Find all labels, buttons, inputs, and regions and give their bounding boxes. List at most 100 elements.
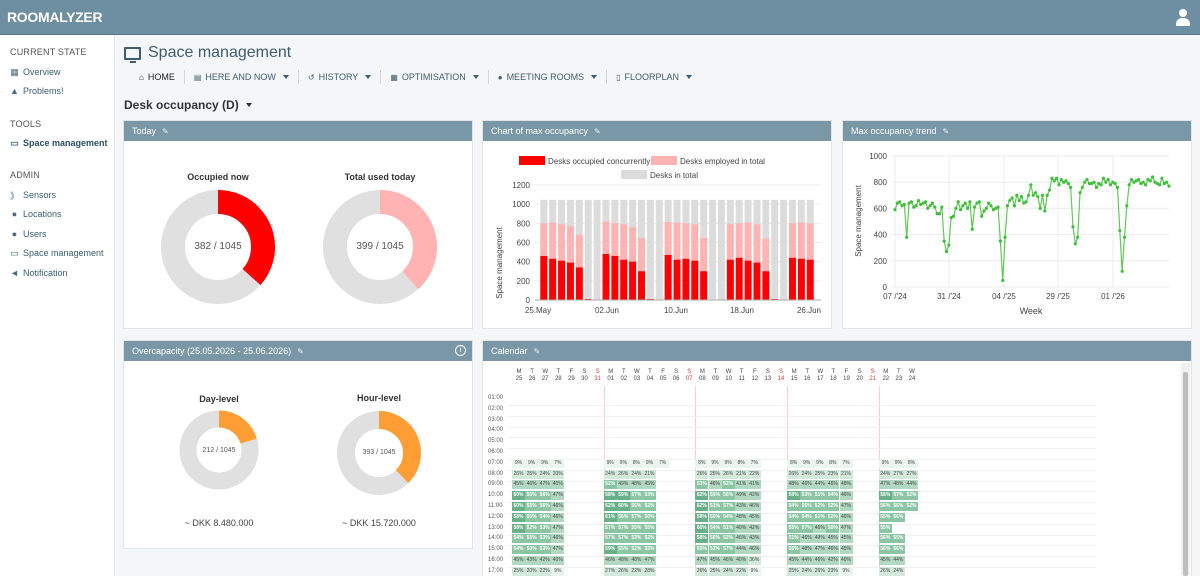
calendar-cell[interactable]: 56% [708, 534, 722, 544]
calendar-cell[interactable]: 8% [826, 458, 840, 468]
calendar-cell[interactable]: 42% [747, 523, 761, 533]
calendar-cell[interactable]: 9% [800, 458, 814, 468]
calendar-cell[interactable]: 46% [551, 534, 565, 544]
calendar-cell[interactable]: 46% [826, 480, 840, 490]
nav-meeting-rooms[interactable]: ● MEETING ROOMS [489, 70, 608, 84]
calendar-cell[interactable]: 25% [708, 469, 722, 479]
calendar-cell[interactable]: 28% [643, 566, 656, 576]
calendar-cell[interactable]: 57% [616, 534, 630, 544]
calendar-cell[interactable]: 25% [708, 566, 722, 576]
calendar-cell[interactable]: 47% [643, 556, 656, 565]
calendar-cell[interactable]: 26% [512, 469, 525, 479]
calendar-cell[interactable]: 49% [616, 480, 630, 490]
calendar-cell[interactable]: 53% [695, 480, 709, 490]
calendar-cell[interactable]: 55% [643, 545, 656, 555]
calendar-cell[interactable]: 48% [800, 545, 814, 555]
calendar-cell[interactable]: 9% [891, 458, 905, 468]
info-icon[interactable]: i [455, 345, 466, 356]
calendar-cell[interactable]: 27% [891, 469, 905, 479]
calendar-cell[interactable]: 54% [512, 545, 525, 555]
calendar-cell[interactable]: 48% [787, 480, 801, 490]
pencil-icon[interactable]: ✎ [297, 346, 304, 356]
calendar-cell[interactable]: 60% [616, 502, 630, 511]
calendar-cell[interactable]: 53% [629, 534, 643, 544]
sidebar-item-notification[interactable]: ◄ Notification [10, 268, 68, 278]
calendar-cell[interactable]: 46% [747, 502, 761, 511]
calendar-cell[interactable]: 45% [839, 534, 853, 544]
pencil-icon[interactable]: ✎ [533, 346, 541, 356]
calendar-cell[interactable]: 22% [538, 566, 552, 576]
calendar-cell[interactable]: 46% [708, 480, 722, 490]
calendar-cell[interactable]: 46% [734, 534, 748, 544]
calendar-cell[interactable]: 24% [629, 469, 643, 479]
calendar-cell[interactable]: 9% [616, 458, 630, 468]
calendar-cell[interactable]: 48% [629, 480, 643, 490]
calendar-cell[interactable]: 44% [800, 556, 814, 565]
calendar-cell[interactable]: 56% [891, 502, 905, 511]
calendar-cell[interactable]: 46% [800, 534, 814, 544]
calendar-cell[interactable]: 9% [708, 458, 722, 468]
calendar-cell[interactable]: 26% [878, 566, 892, 576]
calendar-cell[interactable]: 46% [813, 556, 827, 565]
calendar-cell[interactable]: 50% [525, 545, 539, 555]
sidebar-item-sensors[interactable]: 》 Sensors [10, 190, 57, 201]
calendar-cell[interactable]: 25% [813, 469, 827, 479]
calendar-cell[interactable]: 55% [525, 534, 539, 544]
pencil-icon[interactable]: ✎ [594, 126, 601, 136]
calendar-cell[interactable]: 55% [891, 534, 905, 544]
sidebar-item-users[interactable]: ● Users [11, 229, 47, 239]
calendar-cell[interactable]: 52% [721, 480, 735, 490]
calendar-cell[interactable]: 24% [891, 566, 905, 576]
calendar-cell[interactable]: 52% [826, 512, 840, 522]
calendar-cell[interactable]: 60% [512, 491, 525, 501]
calendar-cell[interactable]: 47% [839, 502, 853, 511]
calendar-cell[interactable]: 9% [603, 458, 617, 468]
calendar-cell[interactable]: 26% [813, 566, 827, 576]
calendar-cell[interactable]: 46% [826, 545, 840, 555]
calendar-cell[interactable]: 55% [643, 523, 656, 533]
app-logo[interactable]: ROOMALYZER [7, 9, 103, 25]
sidebar-item-overview[interactable]: ▦ Overview [10, 66, 61, 78]
calendar-cell[interactable]: 53% [538, 534, 552, 544]
calendar-cell[interactable]: 57% [616, 523, 630, 533]
calendar-cell[interactable]: 22% [734, 566, 748, 576]
calendar-cell[interactable]: 9% [512, 458, 525, 468]
calendar-cell[interactable]: 46% [747, 545, 761, 555]
calendar-cell[interactable]: 46% [839, 491, 853, 501]
calendar-cell[interactable]: 23% [826, 566, 840, 576]
calendar-cell[interactable]: 57% [603, 534, 617, 544]
calendar-cell[interactable]: 62% [695, 491, 709, 501]
calendar-cell[interactable]: 44% [734, 545, 748, 555]
calendar-cell[interactable]: 47% [538, 480, 552, 490]
calendar-cell[interactable]: 7% [656, 458, 670, 468]
calendar-cell[interactable]: 25% [512, 566, 525, 576]
calendar-cell[interactable]: 57% [800, 523, 814, 533]
calendar-cell[interactable]: 62% [695, 502, 709, 511]
calendar-cell[interactable]: 20% [525, 566, 539, 576]
calendar-cell[interactable]: 45% [708, 556, 722, 565]
calendar-cell[interactable]: 57% [721, 545, 735, 555]
calendar-cell[interactable]: 52% [905, 502, 918, 511]
calendar-cell[interactable]: 21% [643, 469, 656, 479]
calendar-cell[interactable]: 52% [643, 534, 656, 544]
calendar-cell[interactable]: 55% [708, 512, 722, 522]
calendar-cell[interactable]: 55% [616, 545, 630, 555]
calendar-cell[interactable]: 46% [603, 556, 617, 565]
calendar-cell[interactable]: 9% [643, 458, 656, 468]
calendar-cell[interactable]: 21% [839, 469, 853, 479]
calendar-cell[interactable]: 9% [813, 458, 827, 468]
calendar-cell[interactable]: 56% [891, 512, 905, 522]
calendar-cell[interactable]: 9% [839, 566, 853, 576]
calendar-cell[interactable]: 43% [734, 502, 748, 511]
calendar-cell[interactable]: 7% [747, 458, 761, 468]
calendar-cell[interactable]: 46% [813, 523, 827, 533]
calendar-cell[interactable]: 8% [787, 458, 801, 468]
calendar-cell[interactable]: 54% [721, 512, 735, 522]
calendar-cell[interactable]: 36% [747, 556, 761, 565]
calendar-cell[interactable]: 59% [603, 545, 617, 555]
calendar-cell[interactable]: 48% [616, 556, 630, 565]
calendar-cell[interactable]: 45% [787, 556, 801, 565]
calendar-cell[interactable]: 54% [538, 512, 552, 522]
calendar-cell[interactable]: 40% [734, 556, 748, 565]
calendar-cell[interactable]: 25% [787, 566, 801, 576]
